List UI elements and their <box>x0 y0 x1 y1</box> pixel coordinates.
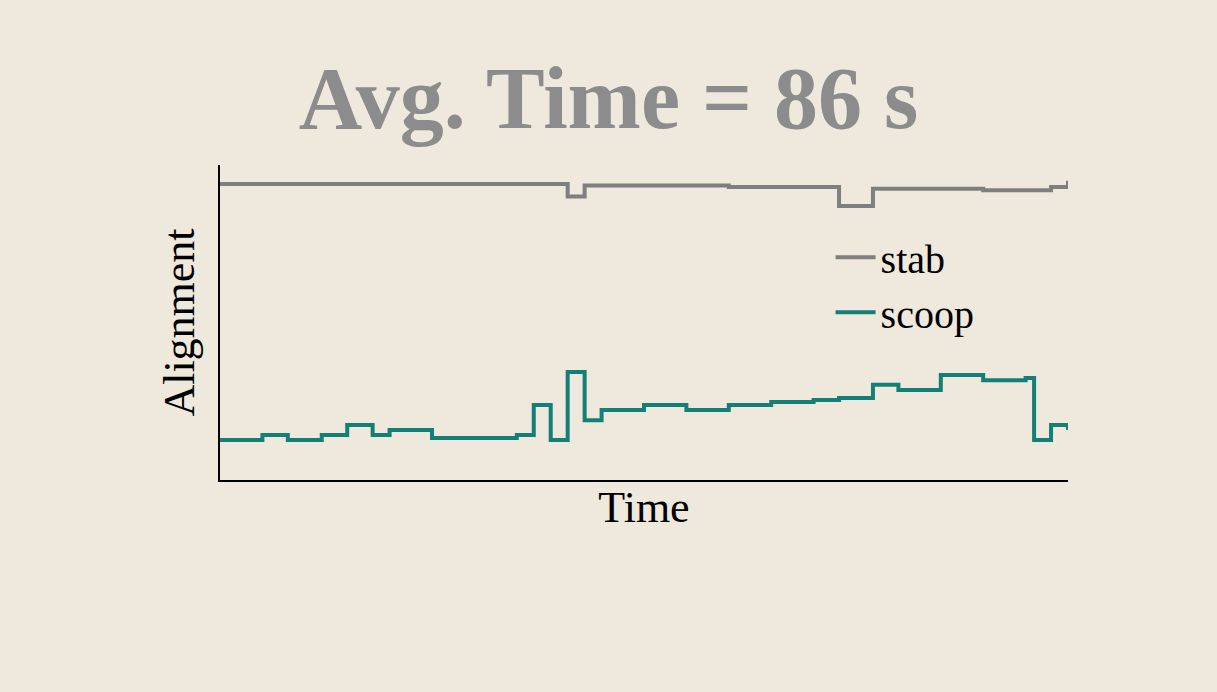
svg-text:stab: stab <box>881 237 945 282</box>
svg-text:scoop: scoop <box>881 292 974 337</box>
svg-text:Time: Time <box>598 483 689 532</box>
svg-text:Alignment: Alignment <box>155 228 204 416</box>
svg-text:Avg. Time = 86 s: Avg. Time = 86 s <box>299 50 919 147</box>
